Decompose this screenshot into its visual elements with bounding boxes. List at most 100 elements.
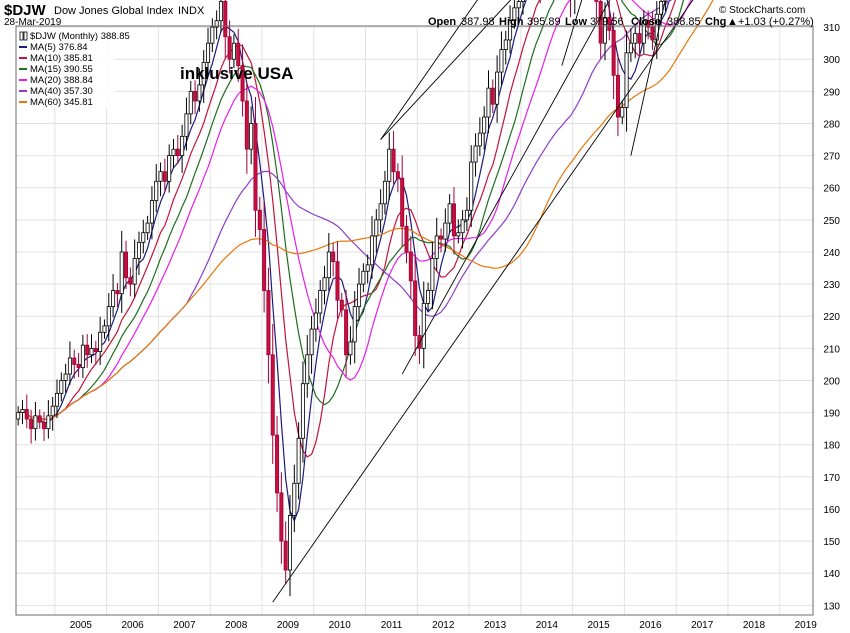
candle <box>37 409 42 429</box>
candle-body <box>102 325 107 333</box>
candle-body <box>300 383 305 439</box>
y-tick-label: 240 <box>823 248 840 259</box>
candle-body <box>136 241 141 259</box>
candle-body <box>59 380 64 394</box>
candle-body <box>421 302 426 349</box>
y-tick-label: 170 <box>823 473 840 484</box>
x-tick-label: 2016 <box>639 620 662 631</box>
candle <box>318 280 323 324</box>
candle-body <box>54 392 59 407</box>
legend-candle-icon <box>19 31 24 41</box>
candle <box>335 241 340 319</box>
candle-body <box>521 0 526 2</box>
candle-body <box>659 1 664 15</box>
candle-body <box>378 203 383 221</box>
candle-body <box>128 277 133 285</box>
ma-line-20 <box>17 0 692 421</box>
chart-date: 28-Mar-2019 <box>4 17 62 28</box>
candle <box>214 10 219 40</box>
y-tick-label: 140 <box>823 569 840 580</box>
candle <box>257 196 262 245</box>
candle-body <box>93 347 98 352</box>
y-tick-label: 300 <box>823 55 840 66</box>
candle <box>63 363 68 393</box>
candle <box>240 44 245 117</box>
x-tick-label: 2012 <box>432 620 455 631</box>
ma-line-10 <box>17 0 677 458</box>
y-tick-label: 210 <box>823 344 840 355</box>
candle-body <box>171 148 176 157</box>
candle <box>180 124 185 173</box>
candle <box>292 464 297 533</box>
candle-body <box>37 415 42 423</box>
candle-body <box>72 357 77 365</box>
candle <box>482 106 487 150</box>
candle <box>227 20 232 74</box>
candle <box>607 1 612 41</box>
candle-body <box>413 280 418 336</box>
candle <box>569 0 571 18</box>
candle-body <box>650 26 655 41</box>
candle-body <box>257 209 262 230</box>
candle <box>54 379 59 419</box>
y-tick-label: 310 <box>823 23 840 34</box>
candle <box>365 254 370 284</box>
candle <box>266 267 271 384</box>
candle-body <box>98 331 103 352</box>
candle <box>275 415 280 513</box>
candle-body <box>365 264 370 272</box>
candle <box>132 239 137 298</box>
candle-body <box>20 408 25 414</box>
candle <box>67 341 72 385</box>
candle-body <box>508 20 513 41</box>
candle-body <box>646 20 651 28</box>
candle-body <box>451 203 456 237</box>
candle-body <box>210 26 215 44</box>
candle-body <box>296 437 301 484</box>
legend-item: $DJW (Monthly) 388.85 <box>30 31 130 42</box>
candle-body <box>439 235 444 240</box>
candle <box>434 217 439 271</box>
candle-body <box>184 113 189 137</box>
candle-body <box>141 232 146 243</box>
candle <box>300 361 305 463</box>
candle <box>615 54 620 137</box>
x-tick-label: 2005 <box>70 620 93 631</box>
candle <box>417 325 422 365</box>
candle <box>270 324 275 464</box>
candle <box>42 411 47 441</box>
candle <box>628 28 633 62</box>
candle <box>149 186 154 240</box>
candle-body <box>637 33 642 44</box>
candle-body <box>149 200 154 224</box>
candle-body <box>119 251 124 295</box>
candle-body <box>391 148 396 173</box>
candle-body <box>33 415 38 430</box>
candle-body <box>473 145 478 163</box>
candle <box>443 208 448 252</box>
trendline <box>380 0 512 140</box>
candle <box>322 265 327 305</box>
candle-body <box>624 52 629 108</box>
candle <box>486 70 491 133</box>
candle-body <box>240 65 245 102</box>
candle <box>253 96 258 237</box>
candle-body <box>318 290 323 314</box>
candle-body <box>628 42 633 54</box>
candle-body <box>408 251 413 282</box>
candle-body <box>326 251 331 279</box>
candle-body <box>201 62 206 86</box>
candle <box>395 163 400 193</box>
candle-body <box>361 270 366 285</box>
candle <box>171 138 176 168</box>
candle <box>98 316 103 366</box>
candle <box>339 292 344 318</box>
candle-body <box>387 148 392 182</box>
candle <box>162 158 167 193</box>
candle-body <box>486 87 491 118</box>
candle-body <box>158 171 163 182</box>
candle-body <box>339 299 344 311</box>
x-tick-label: 2010 <box>329 620 352 631</box>
legend-item: MA(60) 345.81 <box>30 97 93 108</box>
x-tick-label: 2008 <box>225 620 248 631</box>
